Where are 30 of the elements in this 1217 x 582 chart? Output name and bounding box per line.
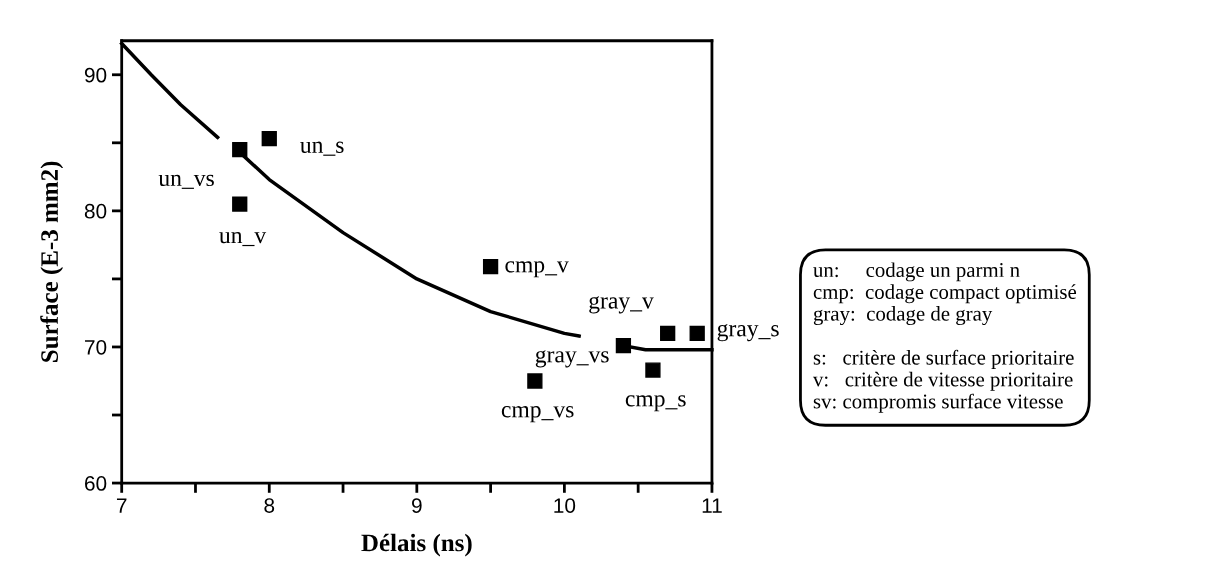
annotation: cmp_vs (501, 406, 574, 423)
x-tick-label: 11 (702, 498, 722, 513)
annotation: gray_vs (535, 350, 609, 368)
annotation: cmp_s (625, 395, 686, 412)
annotation: gray_v (589, 296, 654, 314)
point (232, 196, 248, 212)
point (615, 337, 632, 354)
point (527, 373, 543, 389)
point (645, 362, 661, 378)
y-tick-label: 60 (85, 476, 107, 491)
annotation: gray_s (717, 324, 779, 342)
point (689, 325, 705, 341)
x-tick-label: 10 (554, 498, 576, 513)
x-axis-title: Délais (ns) (361, 533, 472, 557)
y-axis-title: Surface (E-3 mm2) (40, 161, 64, 362)
point (482, 259, 499, 275)
annotation: un_vs (158, 174, 214, 189)
y-tick-label: 90 (84, 67, 107, 83)
point (660, 325, 676, 341)
annotation: un_v (219, 231, 267, 247)
point (261, 131, 277, 147)
x-tick-label: 8 (264, 498, 275, 513)
text: un: codage un parmi n cmp: codage compact optimisé gray: codage de gray s: critère de surface prioritaire v: critère de vitesse prioritaire sv: compromis surface vitesse (812, 262, 1077, 413)
annotation: cmp_v (505, 261, 569, 278)
y-tick-label: 70 (85, 339, 107, 355)
point (232, 141, 248, 158)
x-tick-label: 9 (412, 498, 422, 513)
y-tick-label: 80 (84, 203, 107, 219)
annotation: un_s (300, 141, 344, 156)
x-tick-label: 7 (116, 498, 127, 513)
